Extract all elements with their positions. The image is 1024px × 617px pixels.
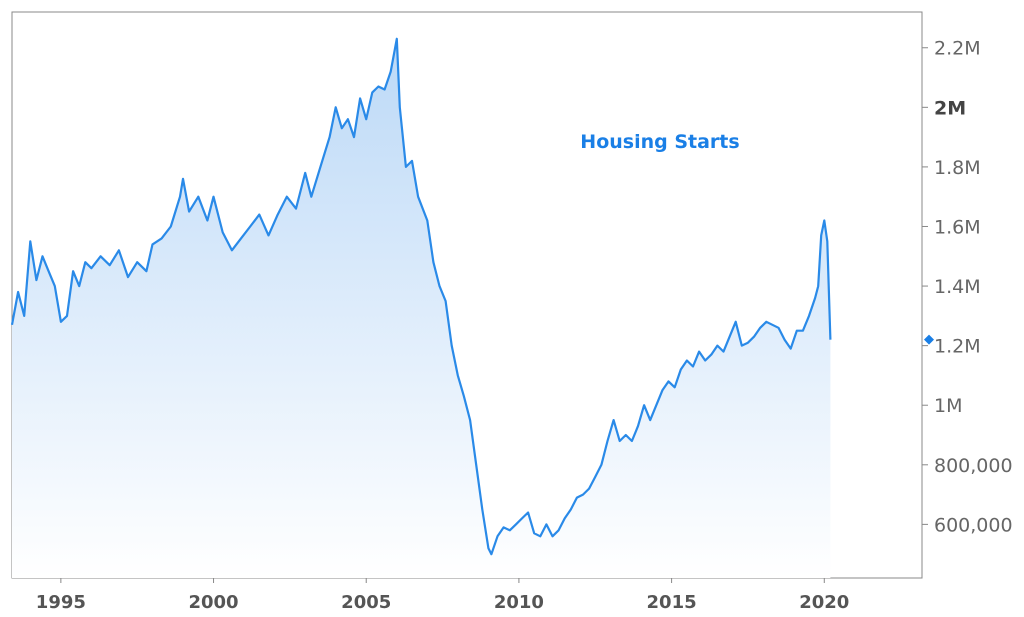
series-label: Housing Starts	[580, 131, 739, 153]
y-tick-label: 1M	[934, 395, 962, 417]
y-tick-label: 1.4M	[934, 276, 981, 298]
series-line	[10, 37, 832, 556]
x-tick-label: 2015	[647, 592, 697, 613]
last-value-marker	[924, 334, 934, 345]
y-tick-label: 2.2M	[934, 38, 981, 60]
y-tick-label: 800,000	[934, 455, 1013, 477]
y-tick-label: 1.8M	[934, 157, 981, 179]
x-tick-label: 1995	[36, 592, 86, 613]
x-tick-label: 2005	[341, 592, 391, 613]
x-tick-label: 2000	[188, 592, 238, 613]
y-tick-label: 600,000	[934, 514, 1013, 536]
y-tick-label: 2M	[934, 97, 966, 119]
x-axis: 1995 2000 2005 2010 2015 2020	[36, 578, 849, 613]
x-tick-label: 2010	[494, 592, 544, 613]
y-axis: 600,000 800,000 1M 1.2M 1.4M 1.6M 1.8M 2M 2.2M	[922, 38, 1013, 536]
y-tick-label: 1.6M	[934, 216, 981, 238]
x-tick-label: 2020	[799, 592, 849, 613]
series-area-fill	[12, 38, 831, 579]
y-tick-label: 1.2M	[934, 336, 981, 358]
